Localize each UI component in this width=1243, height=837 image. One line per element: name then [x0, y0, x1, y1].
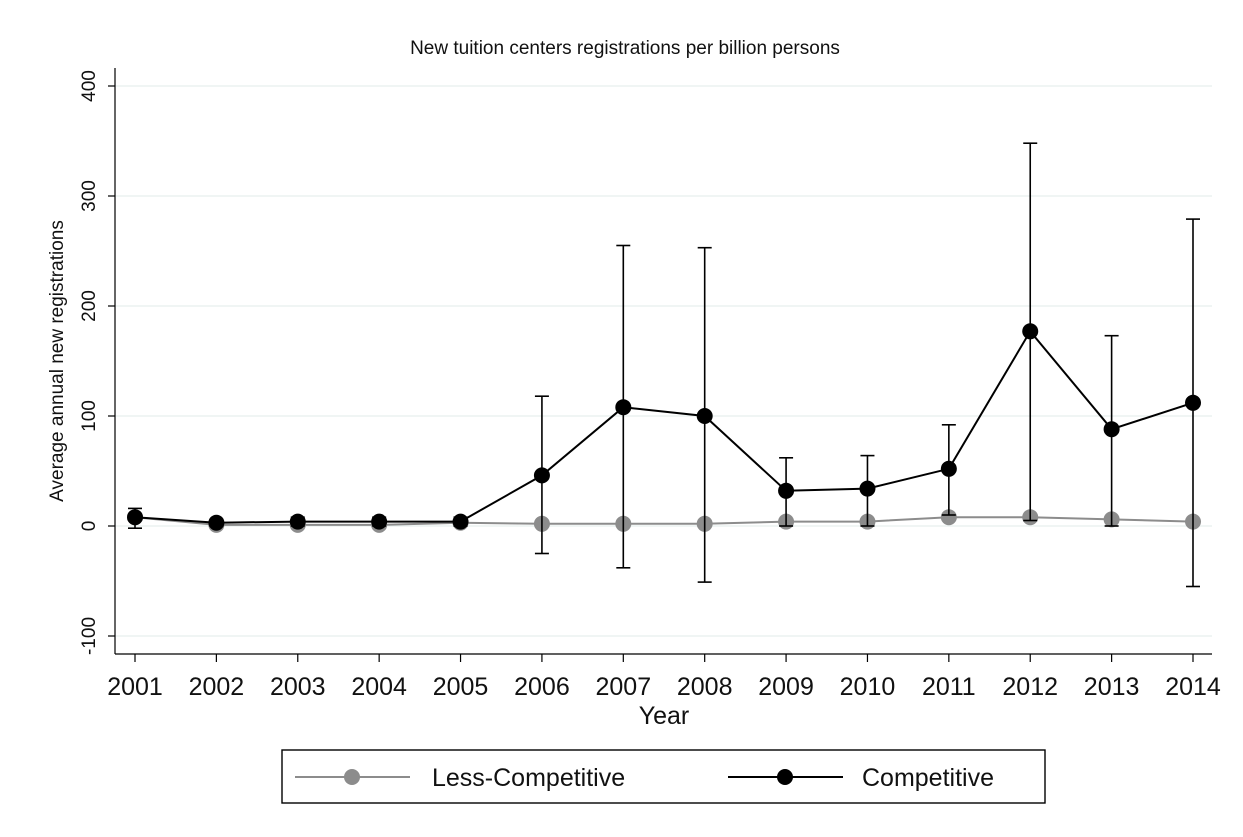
data-point-competitive — [371, 513, 388, 530]
x-tick-label: 2001 — [107, 673, 163, 701]
legend-less-competitive-marker — [344, 769, 360, 785]
legend: Less-Competitive Competitive — [281, 749, 1046, 804]
y-tick-label: 400 — [79, 70, 100, 102]
data-point-competitive — [1185, 394, 1201, 411]
y-tick-label: -100 — [79, 617, 100, 655]
data-point-competitive — [696, 408, 713, 424]
data-point-competitive — [615, 399, 632, 416]
data-point-competitive — [127, 509, 143, 526]
x-tick-label: 2013 — [1084, 673, 1140, 701]
x-tick-label: 2011 — [922, 673, 976, 701]
x-axis-title: Year — [639, 702, 690, 730]
legend-competitive-marker — [777, 769, 793, 785]
x-tick-label: 2006 — [514, 673, 570, 701]
data-point-competitive — [859, 480, 876, 497]
series-layer — [127, 142, 1201, 588]
data-point-competitive — [533, 467, 550, 484]
data-point-competitive — [1103, 421, 1120, 438]
x-tick-label: 2014 — [1165, 673, 1221, 701]
gridlines — [115, 85, 1212, 637]
y-axis-title: Average annual new registrations — [47, 220, 68, 502]
x-tick-label: 2004 — [351, 673, 407, 701]
data-point-competitive — [289, 513, 306, 530]
y-tick-label: 300 — [79, 180, 100, 212]
chart-title: New tuition centers registrations per bi… — [410, 38, 840, 59]
data-point-competitive — [208, 514, 225, 531]
x-tick-label: 2005 — [433, 673, 489, 701]
data-point-competitive — [778, 482, 795, 499]
legend-less-competitive-label: Less-Competitive — [432, 764, 625, 792]
legend-competitive-label: Competitive — [862, 764, 994, 792]
y-tick-label: 0 — [79, 521, 100, 532]
x-tick-label: 2012 — [1002, 673, 1058, 701]
y-tick-label: 100 — [79, 400, 100, 432]
x-tick-label: 2008 — [677, 673, 733, 701]
data-point-less-competitive — [940, 509, 957, 526]
series-line-less-competitive — [134, 516, 1194, 526]
data-point-competitive — [452, 513, 469, 530]
data-point-competitive — [1022, 323, 1039, 340]
axes: -100 0 100 200 300 400 2001 2002 2003 2004 2005 200… — [79, 68, 1221, 701]
x-tick-label: 2002 — [189, 673, 245, 701]
y-tick-label: 200 — [79, 290, 100, 322]
x-tick-label: 2003 — [270, 673, 326, 701]
series-competitive — [127, 142, 1201, 588]
data-point-competitive — [940, 460, 957, 477]
x-tick-label: 2009 — [758, 673, 814, 701]
x-tick-label: 2010 — [840, 673, 896, 701]
series-line-competitive — [134, 329, 1194, 524]
x-tick-label: 2007 — [595, 673, 651, 701]
